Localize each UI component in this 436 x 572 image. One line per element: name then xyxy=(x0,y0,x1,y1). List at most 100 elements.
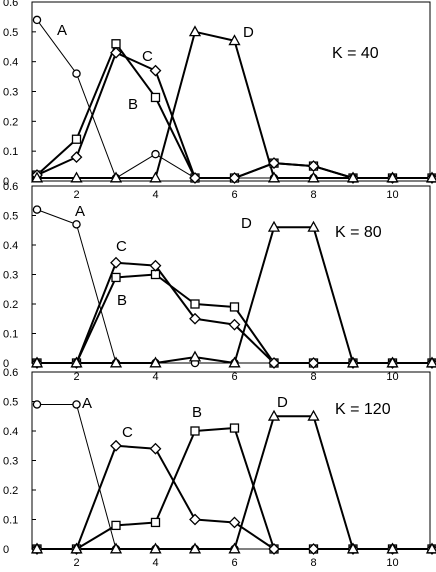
series-a-point xyxy=(72,220,81,229)
series-d-point xyxy=(386,171,399,183)
y-tick-label: 0.3 xyxy=(3,87,18,99)
series-c-point xyxy=(307,357,320,369)
series-a-point xyxy=(72,69,81,78)
series-b-label: B xyxy=(117,292,127,309)
series-d-point xyxy=(346,171,360,183)
y-tick-label: 0.2 xyxy=(3,485,18,497)
x-tick-label: 4 xyxy=(152,371,158,383)
series-b-line xyxy=(37,427,436,550)
series-d-point xyxy=(30,171,44,183)
series-b-point xyxy=(190,299,200,309)
series-d-point xyxy=(307,409,320,421)
series-d-point xyxy=(346,542,360,554)
series-b-point xyxy=(229,302,240,312)
series-d-point xyxy=(109,171,123,183)
x-tick-label: 10 xyxy=(386,189,398,201)
x-tick-label: 4 xyxy=(152,557,158,569)
plot-frame xyxy=(31,185,431,364)
series-c-point xyxy=(149,64,162,77)
series-b-point xyxy=(190,426,200,436)
series-b-point xyxy=(150,517,161,528)
series-d-point xyxy=(149,356,162,368)
series-c-point xyxy=(228,172,241,184)
series-d-point xyxy=(228,542,241,554)
y-tick-label: 0.6 xyxy=(3,367,18,379)
series-c-point xyxy=(228,516,241,529)
series-d-point xyxy=(267,409,281,421)
series-d-point xyxy=(109,356,123,368)
chart-panel-1: 0 0.1 0.2 0.3 0.4 0.5 0.6 2 4 6 8 10 A B C D K = 40 xyxy=(3,0,436,201)
x-tick-label: 8 xyxy=(310,557,316,569)
series-b-point xyxy=(150,269,161,280)
series-d-point xyxy=(188,350,202,362)
y-tick-label: 0.5 xyxy=(3,27,18,39)
series-a-point xyxy=(72,400,81,409)
series-c-point xyxy=(268,157,280,170)
y-tick-label: 0.4 xyxy=(3,57,18,69)
series-c-point xyxy=(110,46,122,59)
series-b-line xyxy=(36,42,436,180)
x-tick-label: 2 xyxy=(73,189,79,201)
x-tick-label: 6 xyxy=(231,371,237,383)
series-c-label: C xyxy=(116,238,127,255)
y-tick-label: 0.6 xyxy=(3,181,18,193)
series-d-point xyxy=(30,356,44,368)
y-tick-label: 0.1 xyxy=(3,146,18,158)
series-a-point xyxy=(151,149,160,159)
x-tick-label: 10 xyxy=(386,557,398,569)
y-tick-label: 0 xyxy=(3,544,9,556)
x-tick-label: 2 xyxy=(73,371,79,383)
series-d-point xyxy=(149,171,162,183)
x-tick-label: 6 xyxy=(231,557,237,569)
chart-panel-3: 0 0.1 0.2 0.3 0.4 0.5 0.6 2 4 6 8 10 A B C D K = 120 xyxy=(3,367,436,569)
series-c-line xyxy=(36,51,436,180)
y-tick-label: 0.3 xyxy=(3,456,18,468)
series-d-line xyxy=(37,415,436,550)
series-b-point xyxy=(111,520,121,531)
series-d-label: D xyxy=(243,24,254,41)
y-tick-label: 0 xyxy=(3,358,9,370)
series-c-point xyxy=(307,543,320,555)
y-tick-label: 0.1 xyxy=(3,329,18,341)
chart-panel-2: 0 0.1 0.2 0.3 0.4 0.5 0.6 2 4 6 8 10 A B C D K = 80 xyxy=(3,181,436,383)
series-d-point xyxy=(267,171,281,183)
series-d-point xyxy=(386,356,399,368)
y-tick-label: 0.3 xyxy=(3,270,18,282)
series-c-point xyxy=(149,442,162,455)
series-d-point xyxy=(149,542,162,554)
series-b-line xyxy=(37,273,436,364)
y-tick-label: 0.2 xyxy=(3,299,18,311)
y-tick-label: 0.4 xyxy=(3,426,18,438)
panel-k-annotation: K = 80 xyxy=(335,224,382,241)
y-tick-label: 0.5 xyxy=(3,397,18,409)
series-c-point xyxy=(189,172,201,184)
series-d-point xyxy=(188,25,202,37)
series-d-point xyxy=(425,542,436,554)
series-b-label: B xyxy=(192,404,202,421)
series-c-point xyxy=(268,357,280,369)
series-d-point xyxy=(386,542,399,554)
y-tick-label: 0 xyxy=(3,176,9,188)
series-c-point xyxy=(70,151,83,164)
series-c-point xyxy=(110,439,122,452)
x-tick-label: 4 xyxy=(152,189,158,201)
series-d-label: D xyxy=(241,215,252,232)
series-b-point xyxy=(111,272,121,283)
series-a-label: A xyxy=(75,203,85,220)
series-d-label: D xyxy=(277,394,288,411)
series-c-point xyxy=(189,513,201,526)
series-b-label: B xyxy=(128,96,138,113)
series-c-point xyxy=(228,318,241,331)
y-tick-label: 0.4 xyxy=(3,240,18,252)
y-tick-label: 0.6 xyxy=(3,0,18,9)
plot-frame xyxy=(31,1,431,182)
series-c-point xyxy=(268,543,280,555)
series-c-line xyxy=(37,261,436,364)
series-d-point xyxy=(70,356,83,368)
series-d-point xyxy=(188,542,202,554)
series-a-point xyxy=(32,205,42,214)
series-a-point xyxy=(32,400,42,409)
series-c-point xyxy=(149,259,162,272)
series-d-line xyxy=(37,30,436,180)
